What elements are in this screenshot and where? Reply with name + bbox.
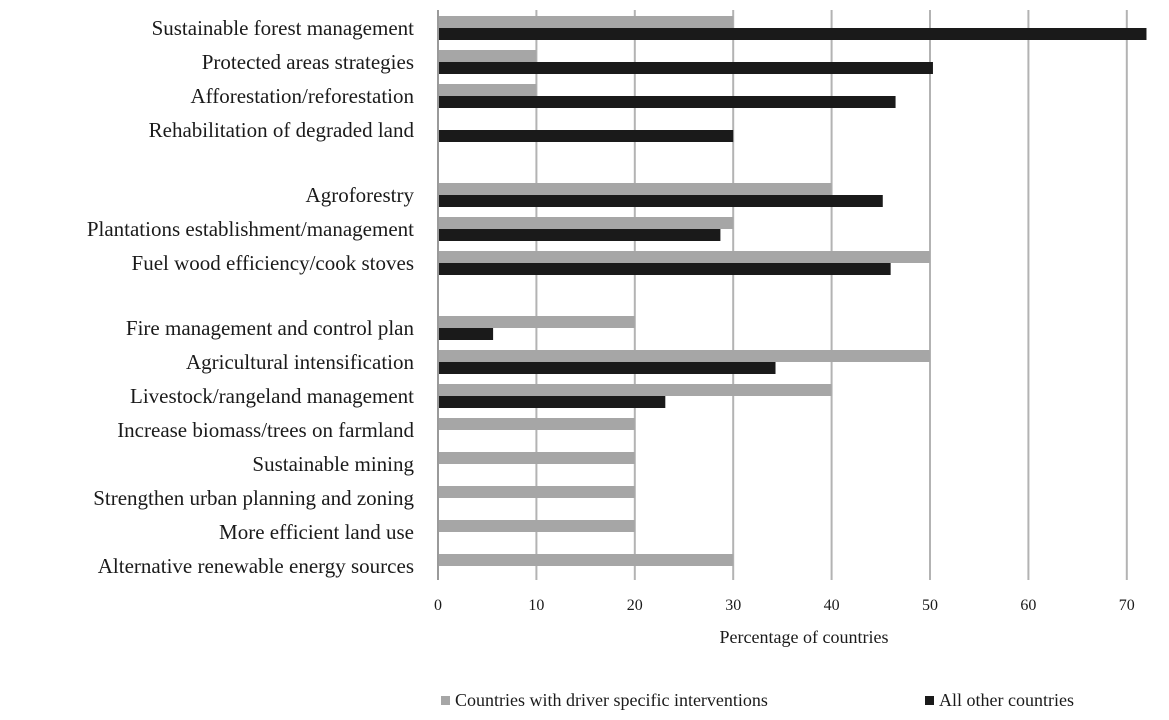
x-tick-label: 20: [627, 597, 643, 614]
category-label: Increase biomass/trees on farmland: [117, 418, 414, 442]
bar-driver-specific-0: [438, 16, 734, 28]
legend-label-1: All other countries: [939, 690, 1074, 710]
category-labels: Sustainable forest management Protected a…: [87, 16, 415, 578]
category-label: Plantations establishment/management: [87, 217, 414, 241]
bar-driver-specific-9: [438, 384, 832, 396]
x-axis-title: Percentage of countries: [720, 627, 889, 647]
legend: Countries with driver specific intervent…: [441, 690, 1074, 710]
bar-driver-specific-4: [438, 183, 832, 195]
category-label: Agroforestry: [306, 183, 415, 207]
category-label: Sustainable mining: [252, 452, 414, 476]
category-label: Sustainable forest management: [152, 16, 415, 40]
x-tick-labels: 0 10 20 30 40 50 60 70: [434, 597, 1135, 614]
bar-driver-specific-11: [438, 452, 635, 464]
category-label: More efficient land use: [219, 520, 414, 544]
category-label: Protected areas strategies: [202, 50, 414, 74]
x-tick-label: 50: [922, 597, 938, 614]
x-tick-label: 10: [528, 597, 544, 614]
bar-all-other-5: [438, 229, 721, 241]
category-label: Fire management and control plan: [126, 316, 415, 340]
bar-all-other-2: [438, 96, 896, 108]
bar-driver-specific-7: [438, 316, 635, 328]
category-label: Livestock/rangeland management: [130, 384, 414, 408]
category-label: Afforestation/reforestation: [190, 84, 414, 108]
bar-driver-specific-2: [438, 84, 537, 96]
bar-driver-specific-6: [438, 251, 930, 263]
bar-driver-specific-13: [438, 520, 635, 532]
x-tick-label: 60: [1020, 597, 1036, 614]
bar-all-other-4: [438, 195, 883, 207]
x-tick-label: 0: [434, 597, 442, 614]
bar-driver-specific-14: [438, 554, 734, 566]
bar-driver-specific-10: [438, 418, 635, 430]
bars: [438, 16, 1147, 566]
category-label: Rehabilitation of degraded land: [149, 118, 415, 142]
x-tick-label: 70: [1119, 597, 1135, 614]
legend-swatch-1: [925, 696, 934, 705]
bar-all-other-6: [438, 263, 891, 275]
bar-all-other-8: [438, 362, 776, 374]
bar-all-other-9: [438, 396, 666, 408]
bar-all-other-1: [438, 62, 933, 74]
category-label: Strengthen urban planning and zoning: [93, 486, 414, 510]
bar-all-other-3: [438, 130, 734, 142]
bar-driver-specific-12: [438, 486, 635, 498]
legend-label-0: Countries with driver specific intervent…: [455, 690, 768, 710]
bar-driver-specific-8: [438, 350, 930, 362]
bar-all-other-0: [438, 28, 1147, 40]
category-label: Fuel wood efficiency/cook stoves: [132, 251, 414, 275]
legend-swatch-0: [441, 696, 450, 705]
category-label: Alternative renewable energy sources: [98, 554, 414, 578]
bar-all-other-7: [438, 328, 494, 340]
bar-driver-specific-5: [438, 217, 734, 229]
x-tick-label: 40: [824, 597, 840, 614]
x-tick-label: 30: [725, 597, 741, 614]
bar-driver-specific-1: [438, 50, 537, 62]
category-label: Agricultural intensification: [186, 350, 415, 374]
